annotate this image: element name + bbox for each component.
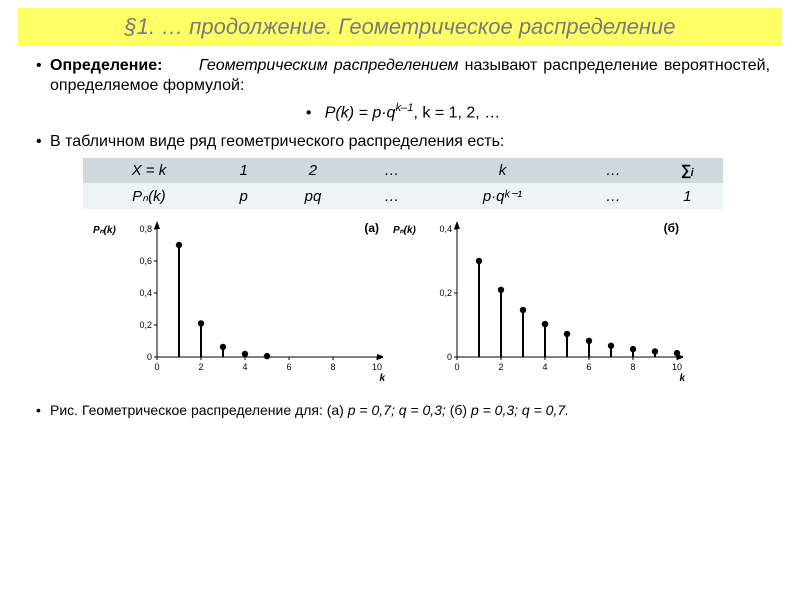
svg-text:2: 2 [198, 362, 203, 372]
svg-text:6: 6 [586, 362, 591, 372]
svg-text:4: 4 [542, 362, 547, 372]
svg-text:0,4: 0,4 [439, 224, 452, 234]
svg-text:8: 8 [330, 362, 335, 372]
svg-text:0,8: 0,8 [139, 224, 152, 234]
chart-tag-b: (б) [664, 221, 679, 235]
chart-b-svg: 0 0,2 0,4 0 2 4 6 8 10 [423, 219, 683, 379]
svg-text:0,4: 0,4 [139, 288, 152, 298]
svg-text:0,2: 0,2 [139, 320, 152, 330]
slide: §1. … продолжение. Геометрическое распре… [0, 8, 800, 608]
definition-bullet: • Определение: Геометрическим распределе… [36, 56, 770, 96]
def-label: Определение: [50, 57, 162, 74]
xlabel: k [679, 373, 685, 384]
formula: • P(k) = p·qk–1, k = 1, 2, … [36, 102, 770, 122]
figure-caption: • Рис. Геометрическое распределение для:… [36, 402, 770, 420]
def-em: Геометрическим распределением [199, 57, 459, 74]
svg-text:10: 10 [672, 362, 682, 372]
svg-text:2: 2 [498, 362, 503, 372]
xlabel: k [379, 373, 385, 384]
content: • Определение: Геометрическим распределе… [0, 56, 800, 420]
svg-text:0: 0 [447, 352, 452, 362]
chart-a-svg: 0 0,2 0,4 0,6 0,8 0 2 4 6 8 10 [123, 219, 383, 379]
slide-title: §1. … продолжение. Геометрическое распре… [28, 14, 772, 40]
title-bar: §1. … продолжение. Геометрическое распре… [18, 8, 782, 46]
chart-tag-a: (а) [364, 221, 379, 235]
ylabel: Pₙ(k) [393, 225, 416, 236]
charts-row: Pₙ(k) (а) 0 0,2 0,4 0,6 0,8 0 2 4 6 8 10 k Pₙ(k) (… [36, 219, 770, 384]
svg-text:8: 8 [630, 362, 635, 372]
ylabel: Pₙ(k) [93, 225, 116, 236]
svg-text:0: 0 [454, 362, 459, 372]
svg-text:4: 4 [242, 362, 247, 372]
svg-text:6: 6 [286, 362, 291, 372]
svg-text:0,2: 0,2 [439, 288, 452, 298]
table-intro: • В табличном виде ряд геометрического р… [36, 132, 770, 152]
table-row: Pₙ(k) p pq … p·qᵏ⁻¹ … 1 [83, 183, 723, 209]
distribution-table: X = k 1 2 … k … ∑ᵢ Pₙ(k) p pq … p·qᵏ⁻¹ …… [83, 158, 723, 209]
svg-text:0: 0 [154, 362, 159, 372]
chart-a: Pₙ(k) (а) 00,20,40,60,80246810 k [123, 219, 383, 384]
chart-b: Pₙ(k) (б) 00,20,40246810 k [423, 219, 683, 384]
svg-text:0: 0 [147, 352, 152, 362]
svg-text:10: 10 [372, 362, 382, 372]
table-row: X = k 1 2 … k … ∑ᵢ [83, 158, 723, 183]
svg-text:0,6: 0,6 [139, 256, 152, 266]
